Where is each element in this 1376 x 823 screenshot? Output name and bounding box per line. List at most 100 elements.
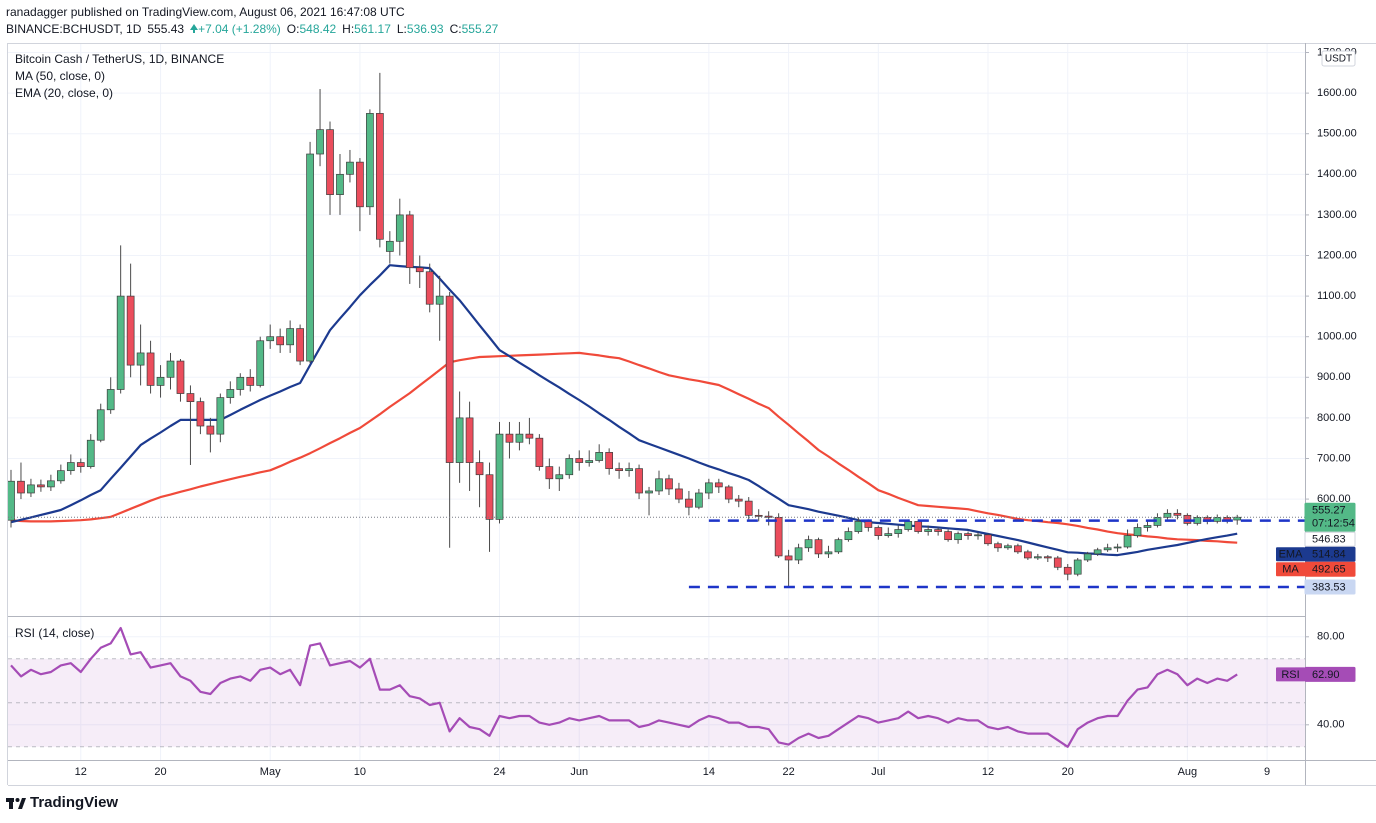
candle-body — [1233, 516, 1242, 521]
price-badge-label: 514.84 — [1312, 549, 1346, 561]
y-tick-label: 1000.00 — [1317, 331, 1357, 343]
candle-body — [505, 433, 514, 443]
candle-body — [1033, 556, 1042, 559]
candle-body — [106, 389, 115, 411]
badge-tag-label: EMA — [1279, 549, 1304, 561]
candle-body — [1043, 556, 1052, 559]
price-badge-label: 383.53 — [1312, 581, 1346, 593]
badge-tag — [1276, 547, 1305, 562]
price-badge — [1304, 579, 1356, 595]
candle-body — [495, 433, 504, 520]
candle-body — [376, 113, 384, 240]
candle-body — [66, 462, 75, 472]
candle-body — [585, 460, 594, 463]
legend-entry: MA (50, close, 0) — [15, 69, 105, 83]
candle-body — [515, 433, 524, 443]
ohlc-key: C: — [449, 22, 462, 36]
ohlc-key: H: — [342, 22, 355, 36]
candle-body — [166, 360, 175, 378]
candle-body — [675, 488, 683, 500]
x-tick-label: 12 — [75, 766, 87, 778]
candle-body — [874, 527, 883, 536]
candle-body — [236, 376, 245, 390]
candle-body — [1173, 512, 1182, 516]
candle-body — [465, 417, 474, 463]
price-badge-label: 07:12:54 — [1312, 518, 1355, 530]
badge-tag-label: MA — [1282, 564, 1299, 576]
candle-body — [1004, 545, 1012, 549]
x-tick-label: Jun — [570, 766, 588, 778]
up-arrow — [190, 24, 199, 33]
x-tick-label: Jul — [871, 766, 885, 778]
candle-body — [385, 240, 394, 252]
candle-body — [814, 539, 823, 555]
candle-body — [1083, 553, 1092, 561]
y-tick-label: 1300.00 — [1317, 209, 1357, 221]
badge-tag — [1276, 562, 1305, 577]
candle-body — [685, 498, 693, 508]
candle-body — [1093, 549, 1102, 555]
candle-body — [724, 486, 733, 500]
indicator-line — [10, 264, 1238, 557]
candle-body — [96, 409, 105, 441]
candle-body — [146, 352, 155, 386]
byline: ranadagger published on TradingView.com,… — [6, 5, 405, 19]
candle-body — [176, 360, 185, 394]
candle-body — [1143, 525, 1152, 528]
candle-body — [704, 482, 713, 494]
header: ranadagger published on TradingView.com,… — [6, 4, 504, 38]
price-badge — [1304, 502, 1356, 532]
candle-body — [136, 352, 145, 366]
candle-body — [276, 336, 285, 346]
legend-entry: EMA (20, close, 0) — [15, 86, 113, 100]
candle-body — [116, 295, 125, 390]
x-tick-label: 22 — [782, 766, 794, 778]
candle-body — [784, 555, 793, 561]
badge-tag-label: RSI — [1281, 669, 1299, 681]
candle-body — [804, 539, 813, 549]
change: +7.04 (+1.28%) — [198, 22, 281, 36]
price-badge-label: 492.65 — [1312, 564, 1346, 576]
candle-body — [944, 531, 952, 541]
candle-body — [1123, 535, 1132, 548]
candle-body — [1213, 517, 1222, 522]
currency-box — [1321, 50, 1356, 67]
candle-body — [914, 521, 923, 532]
candle-body — [864, 521, 873, 528]
candle-body — [47, 480, 55, 488]
candle-body — [894, 529, 903, 534]
brand-logo — [6, 797, 26, 809]
candle-body — [8, 480, 15, 521]
candle-body — [415, 267, 424, 273]
candle-body — [615, 468, 623, 472]
candle-body — [934, 529, 942, 532]
candle-body — [356, 161, 364, 208]
candle-body — [645, 490, 653, 494]
candle-body — [346, 161, 354, 175]
rsi-legend: RSI (14, close) — [15, 626, 94, 640]
candle-body — [435, 295, 444, 305]
candle-body — [834, 539, 843, 553]
candle-body — [665, 478, 673, 490]
candle-body — [126, 295, 135, 366]
candle-body — [27, 484, 35, 494]
candle-body — [286, 328, 294, 346]
candle-body — [714, 482, 723, 488]
price-badge-label: 555.27 — [1312, 505, 1346, 517]
indicator-line — [10, 626, 1238, 748]
y-tick-label: 700.00 — [1317, 452, 1351, 464]
candle-body — [635, 468, 643, 494]
candle-body — [954, 533, 962, 541]
price-badge-label: 62.90 — [1312, 669, 1340, 681]
ohlc-value: 555.27 — [461, 22, 499, 36]
footer: TradingView — [6, 794, 118, 811]
y-tick-label: 1500.00 — [1317, 128, 1357, 140]
candle-body — [625, 468, 633, 472]
y-tick-label: 80.00 — [1317, 631, 1345, 643]
y-tick-label: 800.00 — [1317, 412, 1351, 424]
brand: TradingView — [30, 794, 119, 811]
candle-body — [1073, 559, 1082, 575]
symbol-line: BINANCE:BCHUSDT, 1D 555.43 +7.04 (+1.28%) O… — [6, 21, 504, 38]
candle-body — [226, 389, 235, 398]
candle-body — [76, 462, 85, 467]
